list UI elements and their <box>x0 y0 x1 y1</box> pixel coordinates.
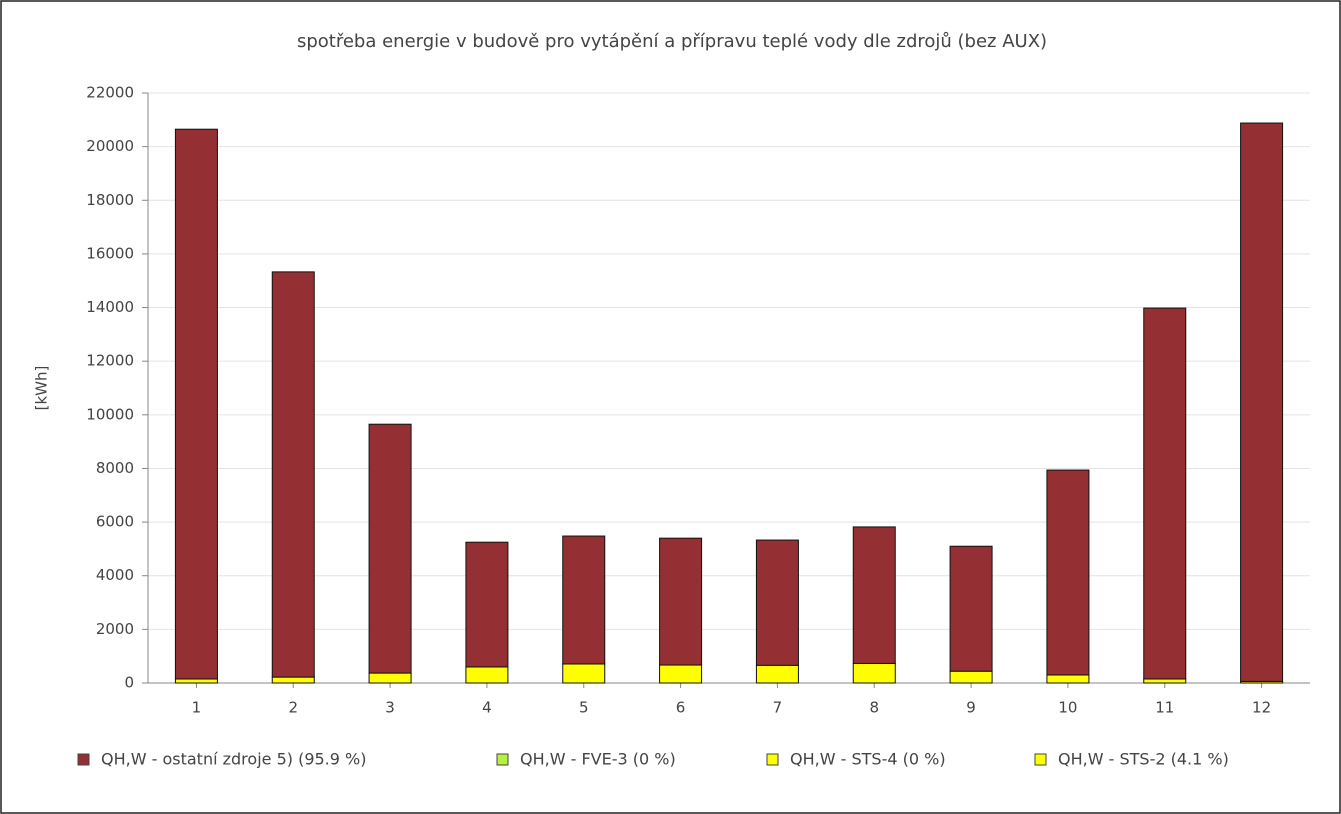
y-tick-label: 4000 <box>96 566 134 584</box>
bar-segment <box>465 541 509 668</box>
x-tick-label: 12 <box>1252 699 1271 717</box>
bar-segment <box>659 664 703 684</box>
legend-label: QH,W - ostatní zdroje 5) (95.9 %) <box>101 750 366 769</box>
x-tick-label: 7 <box>773 699 783 717</box>
chart-title: spotřeba energie v budově pro vytápění a… <box>297 31 1047 52</box>
legend-swatch <box>77 753 90 766</box>
bar-segment <box>174 128 218 680</box>
y-tick-label: 16000 <box>86 244 134 262</box>
x-tick-label: 3 <box>385 699 395 717</box>
x-tick-label: 2 <box>288 699 298 717</box>
x-tick-label: 5 <box>579 699 589 717</box>
y-tick-label: 2000 <box>96 620 134 638</box>
legend-label: QH,W - STS-2 (4.1 %) <box>1058 750 1229 769</box>
legend-swatch <box>496 753 509 766</box>
bar-segment <box>1046 469 1090 676</box>
legend-swatch <box>1034 753 1047 766</box>
bar-segment <box>1143 678 1187 684</box>
y-tick-label: 14000 <box>86 298 134 316</box>
bar-segment <box>1240 122 1284 682</box>
bar-segment <box>852 526 896 664</box>
legend-swatch <box>766 753 779 766</box>
bar-segment <box>852 662 896 684</box>
bar-segment <box>271 676 315 684</box>
bar-segment <box>271 271 315 678</box>
y-tick-label: 6000 <box>96 513 134 531</box>
y-tick-label: 10000 <box>86 405 134 423</box>
bar-segment <box>562 663 606 684</box>
legend-label: QH,W - STS-4 (0 %) <box>790 750 946 769</box>
bar-segment <box>174 678 218 684</box>
bar-segment <box>465 666 509 684</box>
bar-segment <box>755 664 799 684</box>
bar-segment <box>949 545 993 672</box>
bar-segment <box>1143 307 1187 680</box>
x-tick-label: 6 <box>676 699 686 717</box>
x-tick-label: 10 <box>1058 699 1077 717</box>
bar-segment <box>1046 674 1090 684</box>
y-tick-label: 12000 <box>86 352 134 370</box>
bar-segment <box>755 539 799 666</box>
x-tick-label: 8 <box>869 699 879 717</box>
y-tick-label: 20000 <box>86 137 134 155</box>
y-tick-label: 0 <box>124 674 134 692</box>
y-axis-label: [kWh] <box>33 366 51 411</box>
bar-segment <box>659 537 703 666</box>
x-tick-label: 11 <box>1155 699 1174 717</box>
bar-segment <box>368 423 412 674</box>
bar-segment <box>949 670 993 684</box>
bar-segment <box>368 672 412 684</box>
x-tick-label: 9 <box>966 699 976 717</box>
y-tick-label: 22000 <box>86 84 134 102</box>
x-tick-label: 4 <box>482 699 492 717</box>
bar-segment <box>562 535 606 665</box>
y-tick-label: 18000 <box>86 191 134 209</box>
x-tick-label: 1 <box>192 699 202 717</box>
y-tick-label: 8000 <box>96 459 134 477</box>
legend-label: QH,W - FVE-3 (0 %) <box>520 750 676 769</box>
